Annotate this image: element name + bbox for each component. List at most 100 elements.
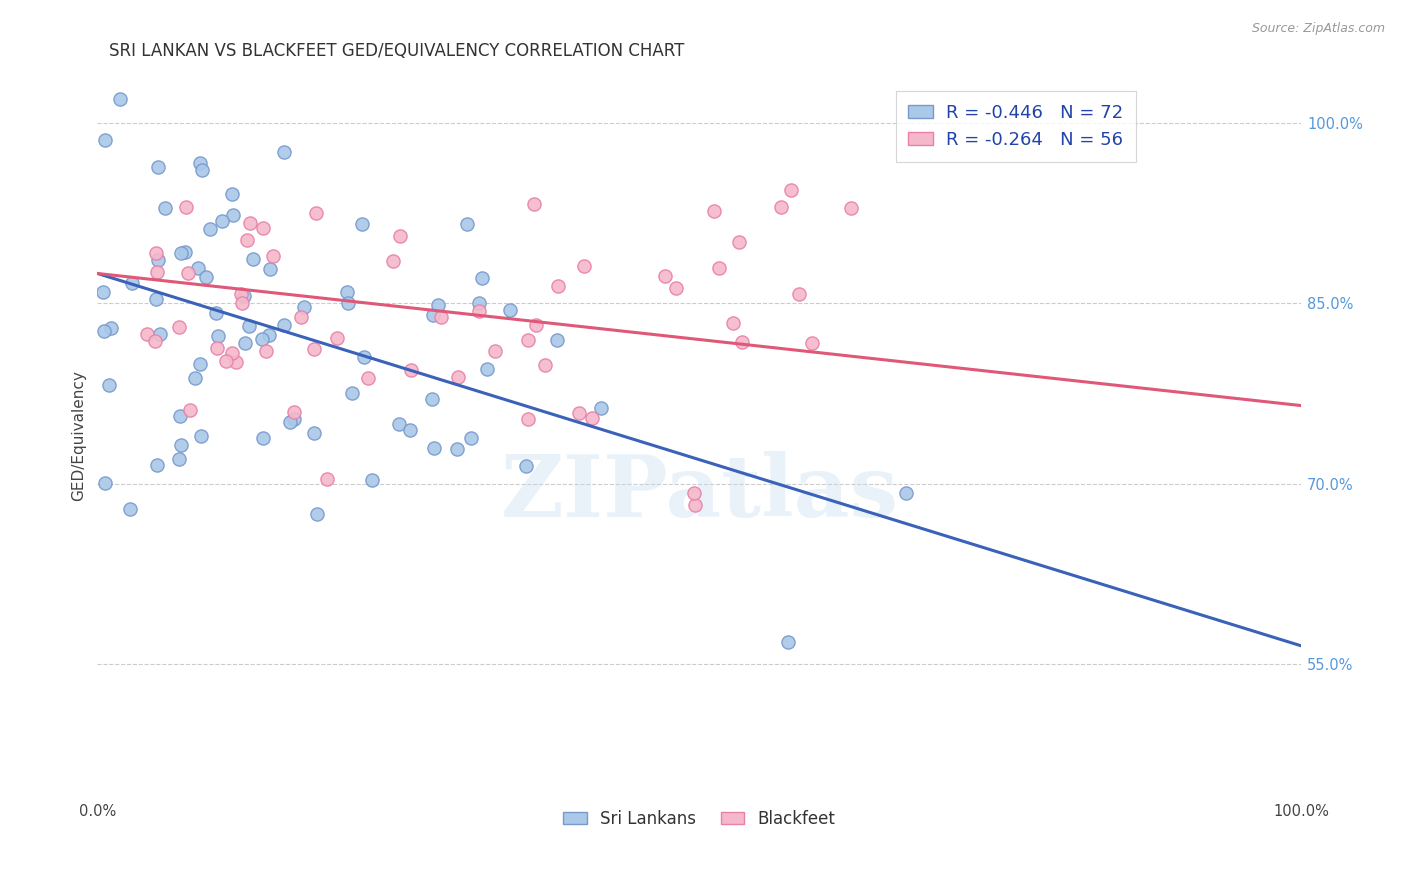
Point bbox=[174, 200, 197, 214]
Point bbox=[283, 405, 305, 419]
Point bbox=[149, 327, 172, 342]
Point bbox=[242, 252, 264, 267]
Point bbox=[515, 458, 537, 473]
Point bbox=[468, 304, 491, 318]
Point bbox=[721, 316, 744, 330]
Point bbox=[654, 269, 676, 284]
Point bbox=[780, 183, 803, 197]
Point bbox=[188, 155, 211, 169]
Point bbox=[589, 401, 612, 415]
Point bbox=[315, 472, 337, 486]
Point bbox=[94, 475, 117, 490]
Point bbox=[273, 318, 295, 332]
Point bbox=[423, 442, 446, 456]
Point bbox=[581, 410, 603, 425]
Point bbox=[446, 369, 468, 384]
Point bbox=[235, 335, 257, 350]
Point bbox=[177, 266, 200, 280]
Point bbox=[238, 318, 260, 333]
Point bbox=[352, 217, 374, 231]
Point bbox=[516, 333, 538, 347]
Point bbox=[254, 343, 277, 358]
Point bbox=[108, 92, 131, 106]
Text: Source: ZipAtlas.com: Source: ZipAtlas.com bbox=[1251, 22, 1385, 36]
Point bbox=[896, 486, 918, 500]
Point bbox=[326, 331, 349, 345]
Point bbox=[337, 296, 360, 310]
Point bbox=[146, 458, 169, 472]
Point bbox=[427, 297, 450, 311]
Point bbox=[273, 145, 295, 159]
Point bbox=[574, 259, 596, 273]
Point bbox=[278, 415, 301, 429]
Point bbox=[143, 334, 166, 349]
Point bbox=[191, 162, 214, 177]
Point bbox=[211, 214, 233, 228]
Point bbox=[148, 253, 170, 268]
Point bbox=[340, 386, 363, 401]
Point bbox=[225, 355, 247, 369]
Point bbox=[195, 270, 218, 285]
Point bbox=[98, 377, 121, 392]
Point bbox=[259, 328, 281, 343]
Point bbox=[170, 246, 193, 260]
Point bbox=[190, 429, 212, 443]
Point bbox=[188, 357, 211, 371]
Point bbox=[290, 310, 312, 324]
Point bbox=[399, 423, 422, 437]
Point bbox=[231, 286, 253, 301]
Point bbox=[120, 501, 142, 516]
Point bbox=[252, 221, 274, 235]
Point bbox=[361, 474, 384, 488]
Point bbox=[533, 358, 555, 372]
Point bbox=[769, 200, 792, 214]
Point bbox=[468, 296, 491, 310]
Point bbox=[283, 411, 305, 425]
Point bbox=[703, 204, 725, 219]
Point bbox=[839, 201, 862, 215]
Point bbox=[302, 343, 325, 357]
Point bbox=[388, 417, 411, 432]
Point bbox=[136, 326, 159, 341]
Legend: Sri Lankans, Blackfeet: Sri Lankans, Blackfeet bbox=[557, 804, 842, 835]
Point bbox=[91, 285, 114, 299]
Point bbox=[167, 320, 190, 334]
Point bbox=[231, 296, 253, 310]
Point bbox=[148, 160, 170, 174]
Point bbox=[221, 186, 243, 201]
Text: ZIPatlas: ZIPatlas bbox=[501, 451, 898, 535]
Point bbox=[499, 302, 522, 317]
Point bbox=[221, 208, 243, 222]
Point bbox=[207, 341, 229, 355]
Point bbox=[546, 333, 568, 347]
Point bbox=[523, 197, 546, 211]
Point bbox=[215, 353, 238, 368]
Point bbox=[801, 336, 824, 351]
Point bbox=[517, 412, 540, 426]
Point bbox=[547, 278, 569, 293]
Point bbox=[167, 451, 190, 466]
Point bbox=[460, 431, 482, 445]
Point bbox=[389, 229, 412, 244]
Point bbox=[198, 221, 221, 235]
Text: SRI LANKAN VS BLACKFEET GED/EQUIVALENCY CORRELATION CHART: SRI LANKAN VS BLACKFEET GED/EQUIVALENCY … bbox=[110, 42, 685, 60]
Point bbox=[232, 289, 254, 303]
Y-axis label: GED/Equivalency: GED/Equivalency bbox=[72, 370, 86, 501]
Point bbox=[399, 363, 422, 377]
Point bbox=[526, 318, 548, 333]
Point bbox=[146, 265, 169, 279]
Point bbox=[382, 253, 405, 268]
Point bbox=[709, 260, 731, 275]
Point bbox=[292, 300, 315, 314]
Point bbox=[187, 260, 209, 275]
Point bbox=[422, 308, 444, 322]
Point bbox=[236, 233, 259, 247]
Point bbox=[262, 249, 284, 263]
Point bbox=[207, 329, 229, 343]
Point bbox=[728, 235, 751, 250]
Point bbox=[471, 271, 494, 285]
Point bbox=[730, 334, 752, 349]
Point bbox=[179, 403, 201, 417]
Point bbox=[456, 217, 478, 231]
Point bbox=[93, 324, 115, 338]
